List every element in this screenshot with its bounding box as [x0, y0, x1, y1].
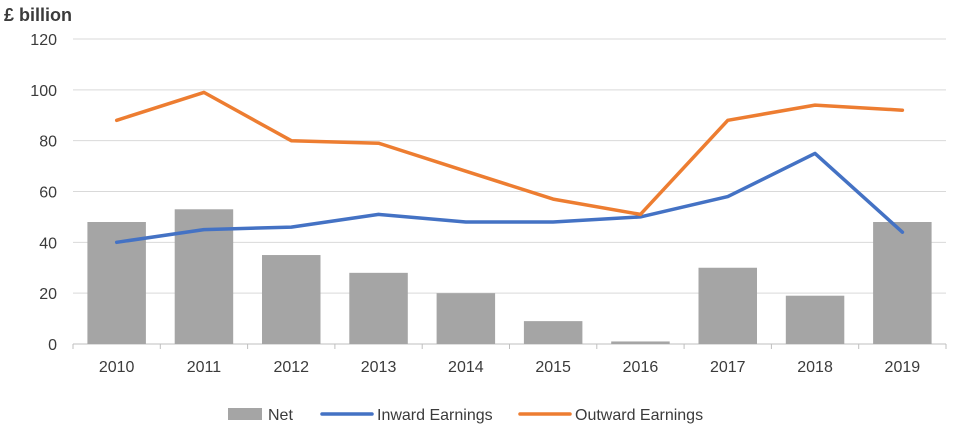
net-bar — [698, 267, 757, 344]
net-bar — [611, 341, 670, 344]
legend-label: Net — [268, 407, 293, 424]
x-tick-label: 2010 — [99, 359, 135, 376]
y-tick-label: 40 — [39, 235, 57, 252]
y-tick-label: 80 — [39, 134, 57, 151]
legend-label: Inward Earnings — [377, 407, 493, 424]
x-tick-label: 2012 — [273, 359, 309, 376]
x-tick-label: 2017 — [710, 359, 746, 376]
net-bar — [523, 321, 583, 344]
earnings-lines — [114, 90, 905, 245]
y-axis-ticks: 0 20 40 60 80 100 120 — [30, 32, 57, 354]
legend-label: Outward Earnings — [575, 407, 703, 424]
y-tick-label: 0 — [48, 337, 57, 354]
y-tick-label: 20 — [39, 286, 57, 303]
y-tick-label: 60 — [39, 185, 57, 202]
x-tick-label: 2014 — [448, 359, 484, 376]
x-tick-label: 2013 — [361, 359, 397, 376]
x-tick-label: 2011 — [187, 359, 222, 376]
net-bar — [349, 272, 408, 344]
outward-earnings-line — [114, 90, 905, 217]
x-tick-label: 2018 — [797, 359, 833, 376]
net-bar — [873, 222, 932, 344]
y-unit-label: £ billion — [4, 5, 72, 25]
legend-swatch-net — [228, 408, 262, 420]
x-tick-label: 2016 — [623, 359, 659, 376]
net-bar — [262, 255, 321, 344]
legend: Net Inward Earnings Outward Earnings — [228, 407, 703, 424]
y-tick-label: 100 — [30, 83, 57, 100]
y-tick-label: 120 — [30, 32, 57, 49]
x-tick-label: 2019 — [885, 359, 921, 376]
x-axis-ticks: 2010 2011 2012 2013 2014 2015 2016 2017 2018 2019 — [72, 344, 947, 376]
x-tick-label: 2015 — [535, 359, 571, 376]
inward-earnings-line — [114, 151, 905, 245]
net-bar — [436, 293, 496, 344]
net-bar — [785, 295, 845, 344]
